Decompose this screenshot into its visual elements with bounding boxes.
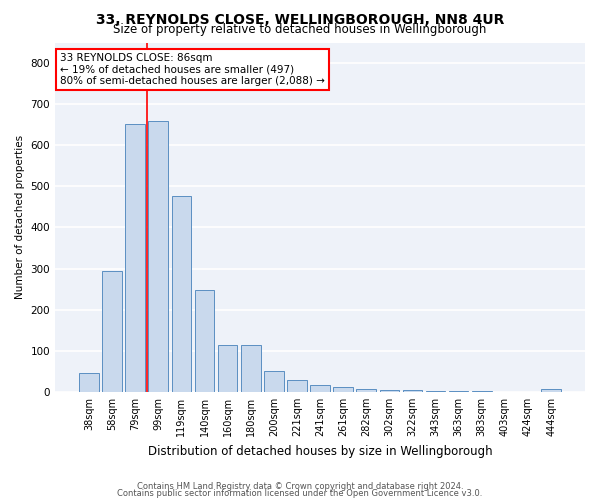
Bar: [449, 391, 469, 392]
Bar: [148, 120, 168, 392]
Bar: [541, 388, 561, 392]
Bar: [310, 384, 330, 392]
Bar: [172, 196, 191, 392]
Bar: [287, 380, 307, 392]
Text: 33 REYNOLDS CLOSE: 86sqm
← 19% of detached houses are smaller (497)
80% of semi-: 33 REYNOLDS CLOSE: 86sqm ← 19% of detach…: [61, 53, 325, 86]
Bar: [334, 386, 353, 392]
Text: Contains public sector information licensed under the Open Government Licence v3: Contains public sector information licen…: [118, 490, 482, 498]
Bar: [356, 388, 376, 392]
Bar: [102, 270, 122, 392]
Text: 33, REYNOLDS CLOSE, WELLINGBOROUGH, NN8 4UR: 33, REYNOLDS CLOSE, WELLINGBOROUGH, NN8 …: [96, 12, 504, 26]
Bar: [264, 370, 284, 392]
Bar: [241, 346, 260, 392]
Bar: [79, 372, 99, 392]
Text: Contains HM Land Registry data © Crown copyright and database right 2024.: Contains HM Land Registry data © Crown c…: [137, 482, 463, 491]
Bar: [380, 390, 399, 392]
Bar: [426, 390, 445, 392]
Text: Size of property relative to detached houses in Wellingborough: Size of property relative to detached ho…: [113, 22, 487, 36]
Bar: [194, 290, 214, 392]
X-axis label: Distribution of detached houses by size in Wellingborough: Distribution of detached houses by size …: [148, 444, 493, 458]
Bar: [125, 124, 145, 392]
Bar: [472, 391, 491, 392]
Bar: [403, 390, 422, 392]
Bar: [218, 346, 238, 392]
Y-axis label: Number of detached properties: Number of detached properties: [15, 135, 25, 300]
